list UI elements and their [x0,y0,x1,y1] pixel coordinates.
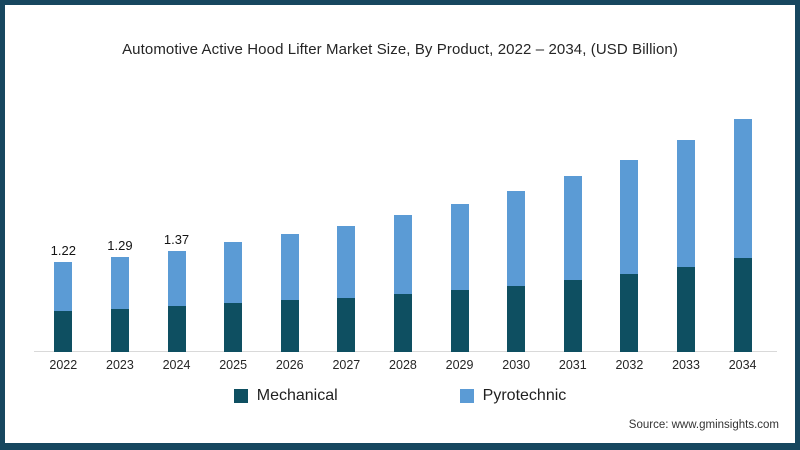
bar-segment-pyrotechnic [393,215,412,294]
bar-segment-mechanical [563,280,582,352]
stacked-bar [563,176,582,352]
bar-column-2024: 1.37 [148,90,205,352]
stacked-bar [450,204,469,352]
bar-segment-mechanical [110,309,129,352]
legend-item-pyrotechnic: Pyrotechnic [459,387,567,405]
bars-container: 1.22 1.29 1.37 [35,90,771,352]
bar-segment-pyrotechnic [167,251,186,306]
bar-column-2025 [205,90,262,352]
bar-segment-pyrotechnic [677,140,695,267]
stacked-bar [224,242,243,352]
x-axis-tick-label: 2030 [502,358,531,372]
bar-segment-pyrotechnic [54,262,73,311]
stacked-bar [393,215,412,352]
bar-segment-mechanical [733,258,752,352]
x-axis-tick-label: 2027 [332,358,361,372]
stacked-bar [167,251,186,352]
bar-segment-mechanical [337,298,356,352]
bar-segment-mechanical [280,300,299,352]
bar-column-2034 [714,90,771,352]
x-axis-tick-label: 2026 [275,358,304,372]
stacked-bar [733,119,752,352]
bar-segment-pyrotechnic [224,242,243,303]
x-axis-tick-label: 2033 [672,358,700,372]
legend-label: Mechanical [256,387,338,404]
x-axis-tick-label: 2024 [162,358,191,372]
bar-column-2030 [488,90,545,352]
bar-segment-pyrotechnic [563,176,582,280]
x-axis-tick-label: 2023 [106,358,134,372]
bar-segment-pyrotechnic [620,160,639,274]
bar-value-label: 1.22 [50,243,76,258]
mechanical-swatch-icon [233,389,248,403]
x-axis-tick-label: 2034 [728,358,757,372]
bar-segment-pyrotechnic [110,257,129,309]
bar-segment-pyrotechnic [507,191,526,286]
x-axis-labels: 2022 2023 2024 2025 2026 2027 2028 2029 2030 2031… [35,358,771,372]
bar-segment-mechanical [54,311,73,352]
bar-segment-pyrotechnic [337,226,356,298]
x-axis-tick-label: 2028 [389,358,417,372]
stacked-bar [280,234,299,352]
plot-area: 1.22 1.29 1.37 [34,90,777,352]
bar-column-2029 [431,90,488,352]
bar-segment-mechanical [167,306,186,352]
bar-segment-mechanical [677,267,695,352]
stacked-bar [507,191,526,352]
bar-column-2023: 1.29 [92,90,149,352]
bar-value-label: 1.29 [107,238,133,253]
stacked-bar [54,262,73,352]
x-axis-tick-label: 2032 [615,358,644,372]
x-axis-tick-label: 2031 [558,358,587,372]
bar-segment-mechanical [620,274,639,352]
bar-column-2022: 1.22 [35,90,92,352]
bar-column-2031 [544,90,601,352]
stacked-bar [620,160,639,352]
chart-title: Automotive Active Hood Lifter Market Siz… [122,41,678,58]
x-axis-tick-label: 2029 [445,358,474,372]
stacked-bar [677,140,695,352]
legend: Mechanical Pyrotechnic [5,387,795,405]
legend-label: Pyrotechnic [482,387,567,404]
bar-segment-mechanical [507,286,526,352]
bar-segment-mechanical [224,303,243,352]
bar-column-2026 [261,90,318,352]
bar-column-2027 [318,90,375,352]
bar-segment-pyrotechnic [450,204,469,290]
stacked-bar [337,226,356,352]
source-attribution: Source: www.gminsights.com [628,419,779,431]
legend-item-mechanical: Mechanical [233,387,338,405]
stacked-bar [110,257,129,352]
bar-value-label: 1.37 [163,232,190,247]
bar-segment-pyrotechnic [733,119,752,258]
bar-segment-mechanical [393,294,412,352]
bar-column-2032 [601,90,658,352]
x-axis-tick-label: 2025 [219,358,248,372]
bar-segment-mechanical [450,290,469,352]
bar-column-2028 [375,90,432,352]
bar-segment-pyrotechnic [280,234,299,300]
pyrotechnic-swatch-icon [459,389,474,403]
bar-column-2033 [658,90,715,352]
x-axis-tick-label: 2022 [49,358,78,372]
